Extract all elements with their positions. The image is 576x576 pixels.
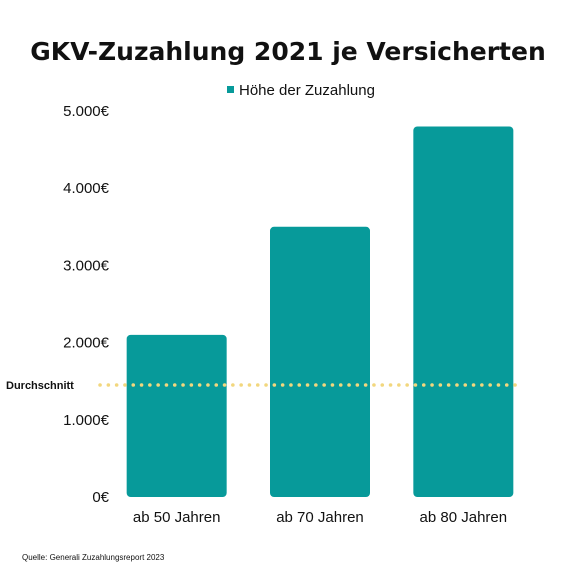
y-tick-label: 5.000€ xyxy=(63,103,110,120)
average-line-group: Durchschnitt xyxy=(6,380,518,392)
legend: Höhe der Zuzahlung xyxy=(227,82,375,99)
bar xyxy=(270,226,370,498)
x-category-label: ab 80 Jahren xyxy=(420,509,508,526)
x-category-label: ab 70 Jahren xyxy=(276,509,364,526)
x-axis-categories: ab 50 Jahren ab 70 Jahren ab 80 Jahren xyxy=(133,509,507,526)
source-note: Quelle: Generali Zuzahlungsreport 2023 xyxy=(22,553,165,562)
y-tick-label: 2.000€ xyxy=(63,335,110,352)
y-tick-label: 1.000€ xyxy=(63,412,110,429)
y-axis-ticks: 0€ 1.000€ 2.000€ 3.000€ 4.000€ 5.000€ xyxy=(63,103,110,506)
legend-swatch xyxy=(227,86,234,93)
legend-label: Höhe der Zuzahlung xyxy=(239,82,375,99)
y-tick-label: 0€ xyxy=(92,489,109,506)
x-category-label: ab 50 Jahren xyxy=(133,509,221,526)
chart-title: GKV-Zuzahlung 2021 je Versicherten xyxy=(30,37,546,66)
average-line-label: Durchschnitt xyxy=(6,380,74,392)
bars xyxy=(126,126,514,498)
bar xyxy=(413,126,514,497)
y-tick-label: 4.000€ xyxy=(63,180,110,197)
y-tick-label: 3.000€ xyxy=(63,257,110,274)
bar xyxy=(126,334,227,497)
